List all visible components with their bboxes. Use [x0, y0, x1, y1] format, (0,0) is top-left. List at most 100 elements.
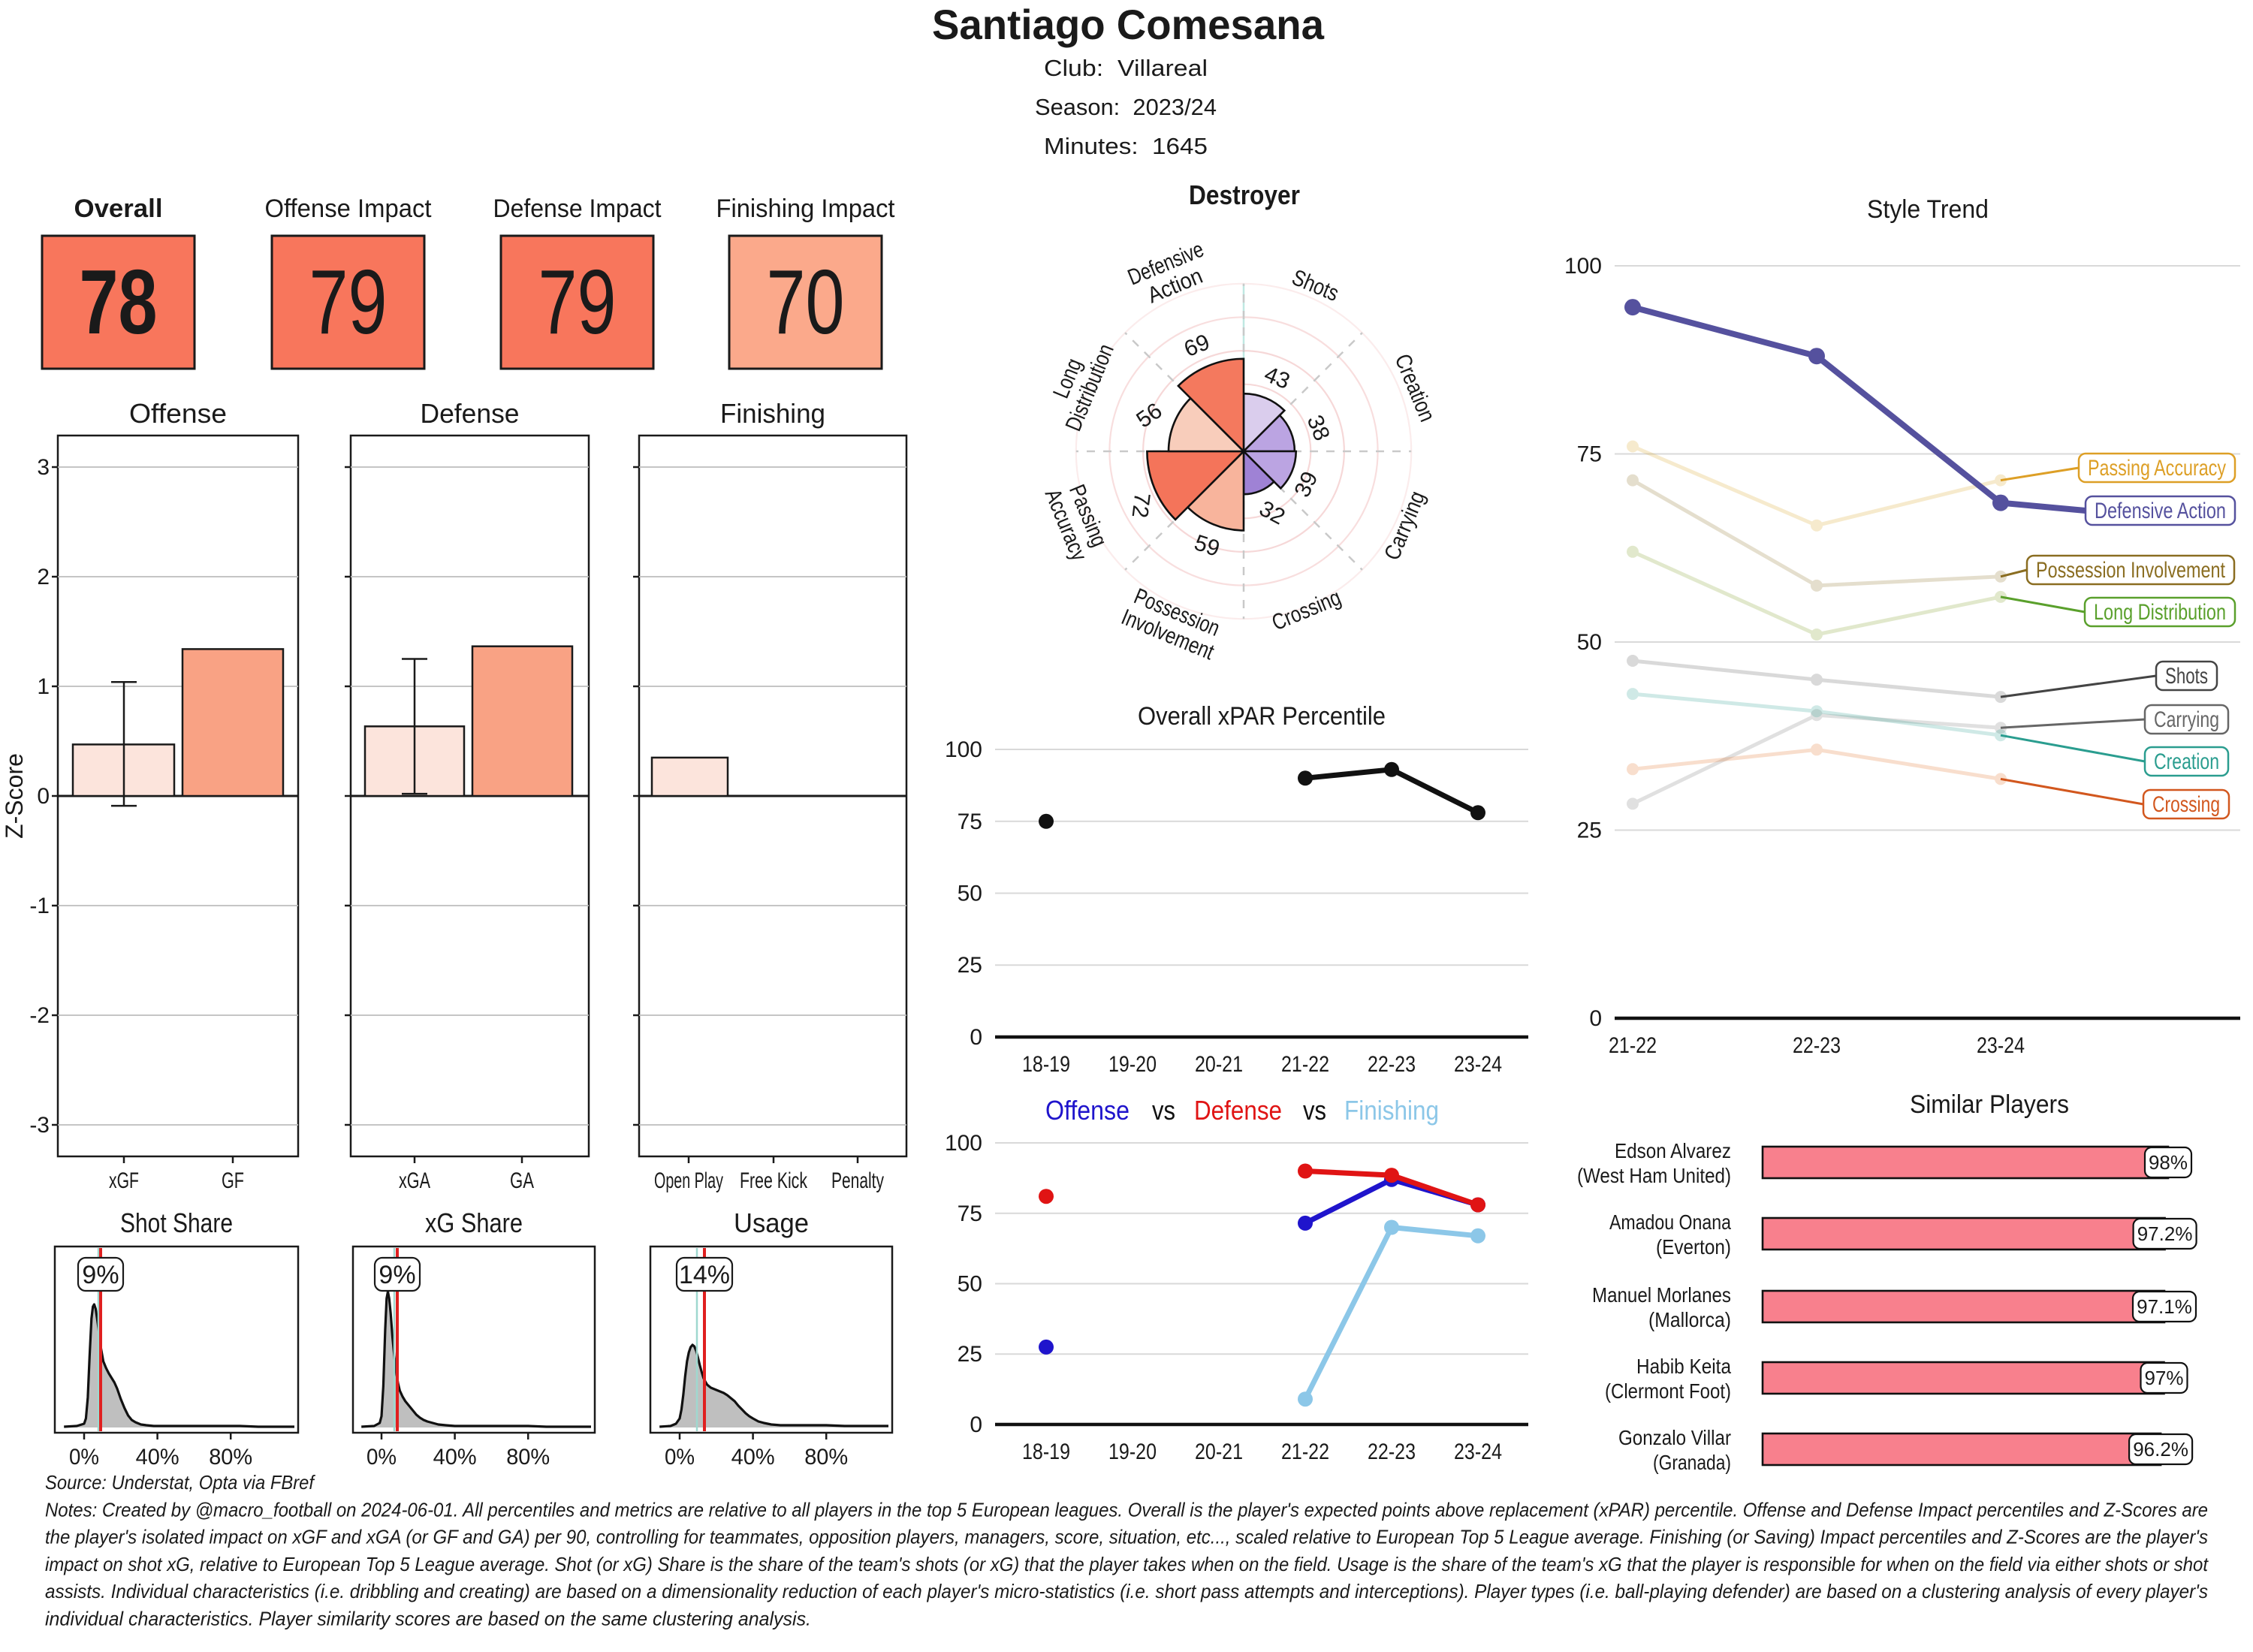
svg-text:0%: 0%: [366, 1445, 397, 1470]
svg-text:40%: 40%: [136, 1445, 179, 1470]
svg-text:Shots: Shots: [2165, 664, 2208, 689]
svg-text:25: 25: [1577, 818, 1602, 843]
svg-text:vs: vs: [1303, 1095, 1326, 1126]
svg-text:40%: 40%: [433, 1445, 477, 1470]
svg-text:Finishing: Finishing: [720, 398, 825, 429]
svg-text:25: 25: [958, 1342, 982, 1367]
svg-text:Amadou Onana: Amadou Onana: [1609, 1210, 1731, 1234]
svg-text:(Granada): (Granada): [1653, 1451, 1731, 1474]
svg-text:0: 0: [37, 784, 50, 809]
svg-text:100: 100: [945, 1131, 982, 1156]
svg-text:Habib Keita: Habib Keita: [1636, 1355, 1731, 1378]
svg-text:22-23: 22-23: [1793, 1033, 1841, 1058]
svg-text:22-23: 22-23: [1368, 1439, 1416, 1464]
svg-text:Style Trend: Style Trend: [1867, 195, 1989, 224]
svg-text:Club: Villareal: Club: Villareal: [1044, 55, 1208, 81]
svg-text:Santiago Comesana: Santiago Comesana: [932, 1, 1325, 48]
svg-text:100: 100: [1564, 254, 1602, 279]
svg-text:19-20: 19-20: [1108, 1052, 1157, 1077]
svg-text:GA: GA: [510, 1168, 534, 1193]
svg-text:19-20: 19-20: [1108, 1439, 1157, 1464]
svg-text:50: 50: [1577, 630, 1602, 655]
svg-text:72: 72: [1127, 491, 1155, 519]
svg-text:9%: 9%: [82, 1261, 119, 1289]
svg-text:75: 75: [958, 809, 982, 834]
svg-text:xGA: xGA: [399, 1168, 430, 1193]
svg-text:Season: 2023/24: Season: 2023/24: [1035, 94, 1217, 120]
svg-text:20-21: 20-21: [1195, 1439, 1243, 1464]
svg-text:Free Kick: Free Kick: [740, 1168, 808, 1193]
svg-text:18-19: 18-19: [1022, 1439, 1070, 1464]
svg-text:Minutes: 1645: Minutes: 1645: [1044, 133, 1208, 159]
svg-text:Destroyer: Destroyer: [1189, 179, 1300, 210]
svg-text:18-19: 18-19: [1022, 1052, 1070, 1077]
svg-text:0%: 0%: [69, 1445, 99, 1470]
svg-text:40%: 40%: [731, 1445, 775, 1470]
svg-text:50: 50: [958, 882, 982, 906]
svg-text:2: 2: [37, 565, 50, 589]
svg-text:Overall xPAR Percentile: Overall xPAR Percentile: [1138, 702, 1386, 731]
svg-text:96.2%: 96.2%: [2133, 1438, 2188, 1461]
svg-text:(Everton): (Everton): [1656, 1235, 1731, 1259]
svg-text:Defense: Defense: [421, 398, 520, 429]
svg-text:Z-Score: Z-Score: [1, 753, 28, 839]
svg-text:79: 79: [538, 251, 617, 353]
svg-text:Manuel Morlanes: Manuel Morlanes: [1592, 1283, 1731, 1307]
svg-text:Shot Share: Shot Share: [120, 1207, 233, 1238]
svg-text:-2: -2: [29, 1003, 50, 1028]
svg-text:25: 25: [958, 953, 982, 978]
svg-text:GF: GF: [222, 1168, 244, 1193]
svg-text:impact on shot xG, relative to: impact on shot xG, relative to European …: [45, 1553, 2209, 1575]
svg-text:97%: 97%: [2144, 1367, 2183, 1389]
svg-text:Passing Accuracy: Passing Accuracy: [2088, 456, 2226, 481]
svg-text:23-24: 23-24: [1977, 1033, 2025, 1058]
svg-text:xGF: xGF: [109, 1168, 139, 1193]
svg-text:80%: 80%: [209, 1445, 252, 1470]
svg-text:9%: 9%: [379, 1261, 415, 1289]
svg-text:3: 3: [37, 455, 50, 480]
svg-text:75: 75: [1577, 442, 1602, 467]
svg-text:(Mallorca): (Mallorca): [1648, 1308, 1731, 1331]
svg-text:22-23: 22-23: [1368, 1052, 1416, 1077]
svg-text:79: 79: [309, 251, 388, 353]
svg-text:Defensive Action: Defensive Action: [2095, 499, 2226, 523]
svg-text:14%: 14%: [679, 1261, 730, 1289]
svg-text:Offense Impact: Offense Impact: [265, 194, 433, 223]
svg-text:20-21: 20-21: [1195, 1052, 1243, 1077]
svg-text:xG Share: xG Share: [425, 1207, 523, 1238]
svg-text:23-24: 23-24: [1454, 1052, 1502, 1077]
svg-text:97.2%: 97.2%: [2137, 1222, 2193, 1245]
svg-text:Open Play: Open Play: [654, 1168, 723, 1193]
svg-text:Long Distribution: Long Distribution: [2094, 600, 2226, 625]
svg-text:0: 0: [1589, 1006, 1602, 1031]
svg-text:Crossing: Crossing: [2152, 792, 2220, 817]
svg-text:0: 0: [970, 1025, 982, 1050]
svg-text:Offense: Offense: [129, 398, 227, 429]
svg-text:Usage: Usage: [734, 1207, 809, 1238]
svg-text:-3: -3: [29, 1113, 50, 1138]
svg-text:Carrying: Carrying: [2154, 707, 2219, 732]
svg-text:100: 100: [945, 737, 982, 762]
svg-text:vs: vs: [1152, 1095, 1175, 1126]
svg-text:1: 1: [37, 674, 50, 699]
svg-text:21-22: 21-22: [1281, 1439, 1329, 1464]
svg-text:80%: 80%: [506, 1445, 550, 1470]
svg-text:(West Ham United): (West Ham United): [1577, 1164, 1731, 1187]
svg-text:Offense: Offense: [1045, 1095, 1130, 1126]
svg-text:Defense Impact: Defense Impact: [493, 194, 662, 223]
svg-text:(Clermont Foot): (Clermont Foot): [1605, 1379, 1731, 1403]
svg-text:Source: Understat, Opta via FB: Source: Understat, Opta via FBref: [45, 1471, 316, 1494]
svg-text:the player's isolated impact o: the player's isolated impact on xGF and …: [45, 1526, 2208, 1548]
svg-text:assists. Individual characteri: assists. Individual characteristics (i.e…: [45, 1580, 2208, 1602]
svg-text:97.1%: 97.1%: [2137, 1295, 2192, 1318]
svg-text:21-22: 21-22: [1281, 1052, 1329, 1077]
svg-text:-1: -1: [29, 894, 50, 918]
svg-text:Creation: Creation: [2154, 749, 2219, 774]
svg-text:80%: 80%: [804, 1445, 848, 1470]
svg-text:Finishing: Finishing: [1344, 1095, 1439, 1126]
svg-text:78: 78: [80, 251, 158, 353]
svg-text:98%: 98%: [2149, 1151, 2188, 1174]
svg-text:50: 50: [958, 1272, 982, 1297]
svg-text:individual characteristics. Pl: individual characteristics. Player simil…: [45, 1608, 811, 1630]
svg-text:0%: 0%: [665, 1445, 695, 1470]
